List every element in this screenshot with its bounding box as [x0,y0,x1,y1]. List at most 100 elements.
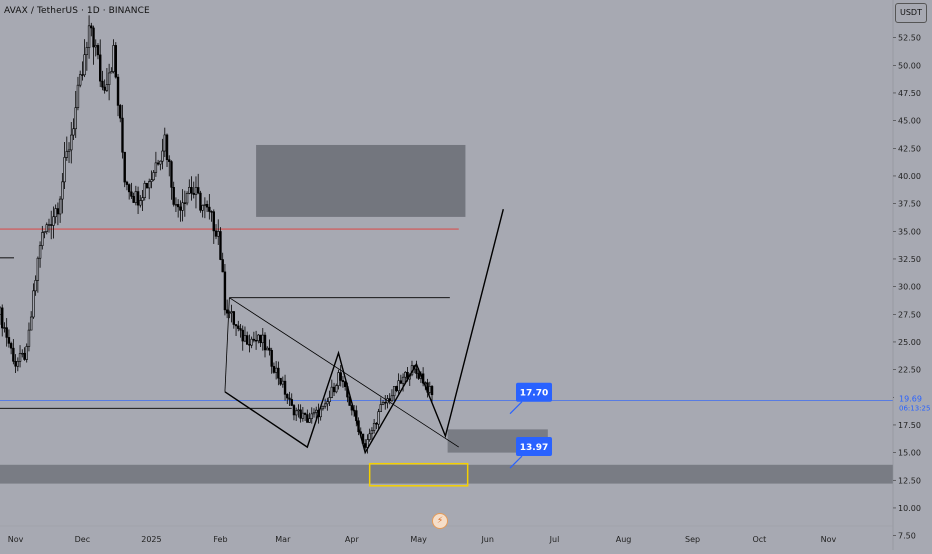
candle-body [268,347,271,351]
candle-body [299,409,302,419]
candle-body [183,202,187,204]
candle-body [290,399,293,406]
candle-body [148,181,151,189]
callout-pointer [509,401,523,415]
candle-body [143,183,146,198]
price-tick-label: 40.00 [898,172,921,181]
candle-body [165,134,169,160]
price-tick-label: 42.50 [898,144,921,153]
price-tick-label: 45.00 [898,117,921,126]
candle-body [94,45,97,48]
callout-badge[interactable] [516,437,553,457]
candle-body [315,409,318,413]
candle-body [243,335,247,342]
price-tick-label: 7.50 [898,532,916,541]
candle-body [312,412,316,415]
candle-body [217,231,220,237]
candle-body [67,149,71,152]
price-tick-label: 10.00 [898,504,921,513]
candle-body [283,380,287,395]
candle-body [274,367,278,373]
candle-body [392,386,396,397]
candle-body [141,197,144,201]
candle-body [297,409,300,412]
candle-body [130,191,133,197]
candle-body [119,105,122,119]
wedge-line[interactable] [224,297,230,392]
projection-path[interactable] [224,209,504,455]
price-axis[interactable] [893,0,932,550]
candle-body [179,206,182,211]
candle-body [110,71,113,74]
candle-body [370,430,374,435]
candle-body [168,159,171,162]
candle-body [190,187,193,194]
candle-body [0,307,2,315]
time-axis-label: Mar [275,535,291,544]
candle-body [214,230,218,237]
candle-body [234,324,238,327]
price-tick-label: 47.50 [898,89,921,98]
candle-body [294,410,298,416]
candle-body [372,422,376,431]
candle-body [74,107,77,130]
candle-body [154,162,158,173]
candle-body [78,74,82,86]
candle-body [261,334,264,344]
candle-body [83,54,86,76]
candle-body [145,183,149,189]
candle-body [43,231,46,233]
callout-label: 13.97 [520,443,548,453]
price-tick-label: 25.00 [898,338,921,347]
currency-badge[interactable]: USDT [895,3,927,23]
candle-body [330,386,334,398]
lightning-icon[interactable]: ⚡ [432,513,448,529]
countdown-label: 06:13:25 [899,405,930,413]
candle-body [134,191,138,203]
candle-body [306,414,309,423]
candle-body [308,418,311,423]
candle-body [14,361,17,367]
symbol-title: AVAX / TetherUS · 1D · BINANCE [4,6,150,16]
candle-body [32,290,35,318]
candle-body [27,329,31,347]
candle-body [221,259,224,273]
price-tick-label: 52.50 [898,34,921,43]
candle-body [56,208,60,215]
candle-body [401,376,405,384]
candle-body [277,367,280,379]
candle-body [245,335,249,345]
candle-body [103,86,106,91]
candle-body [36,257,40,281]
zone-support_band[interactable] [0,464,893,484]
candle-body [257,334,260,342]
candle-body [21,352,24,355]
candle-body [47,224,51,226]
candle-body [58,198,62,215]
candle-body [63,157,66,183]
candle-body [404,371,407,378]
candle-body [12,347,15,362]
candle-body [279,377,282,385]
candle-body [96,45,100,56]
candle-body [384,402,387,404]
candle-body [310,413,313,419]
candle-body [54,208,57,218]
candle-body [76,84,80,108]
candle-body [201,205,204,211]
candle-body [161,150,164,162]
candle-body [150,179,153,182]
highlight-box[interactable] [368,462,469,487]
candle-body [16,361,20,367]
price-tick-label: 17.50 [898,421,921,430]
candle-body [232,311,236,325]
candle-body [368,433,371,440]
callout-badge[interactable] [516,382,553,402]
candle-body [34,280,37,292]
candle-body [210,211,213,213]
candle-body [65,151,69,158]
zone-target[interactable] [256,144,466,217]
candle-body [25,346,28,360]
